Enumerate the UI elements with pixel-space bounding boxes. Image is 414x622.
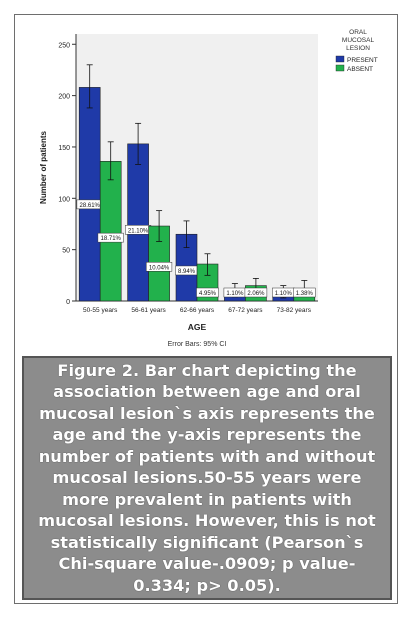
- data-label-box: [97, 232, 124, 243]
- y-tick-label: 0: [66, 299, 70, 306]
- y-axis-label: Number of patients: [39, 131, 48, 204]
- data-label: 21.10%: [128, 228, 149, 234]
- legend-swatch-absent: [335, 64, 345, 72]
- data-label: 1.10%: [275, 291, 293, 297]
- legend-label-absent: ABSENT: [347, 66, 373, 73]
- legend-title: MUCOSAL: [342, 37, 375, 44]
- x-tick-label: 73-82 years: [277, 307, 312, 314]
- data-label: 28.61%: [80, 203, 101, 209]
- x-tick-label: 50-55 years: [83, 307, 118, 314]
- chart-panel: 0 50 100 150 200 250 Number of patients 28.61% 1…: [18, 18, 394, 352]
- y-tick-label: 250: [58, 42, 70, 49]
- bar-chart: 0 50 100 150 200 250 Number of patients 28.61% 1…: [39, 29, 378, 348]
- chart-footnote: Error Bars: 95% CI: [168, 341, 227, 348]
- figure-caption-box: Figure 2. Bar chart depicting the associ…: [22, 356, 392, 600]
- y-tick-label: 50: [62, 248, 70, 255]
- data-label: 4.95%: [199, 291, 217, 297]
- data-label: 1.10%: [226, 291, 244, 297]
- y-tick-label: 150: [58, 145, 70, 152]
- figure-caption: Figure 2. Bar chart depicting the associ…: [38, 360, 376, 595]
- data-label: 18.71%: [101, 236, 122, 242]
- bar-absent: [99, 161, 122, 302]
- y-tick-label: 100: [58, 196, 70, 203]
- data-label-box: [146, 262, 173, 272]
- data-label-box: [293, 287, 316, 298]
- y-tick-label: 200: [58, 94, 70, 101]
- x-tick-label: 56-61 years: [131, 307, 166, 314]
- data-label: 2.06%: [247, 291, 265, 297]
- data-label: 10.04%: [149, 265, 170, 271]
- x-tick-label: 67-72 years: [228, 307, 263, 314]
- bar-present: [78, 87, 101, 302]
- data-label-box: [196, 287, 219, 298]
- legend-title: ORAL: [349, 29, 367, 36]
- bar-present: [127, 143, 149, 302]
- x-tick-label: 62-66 years: [180, 307, 215, 314]
- data-label: 8.94%: [178, 269, 196, 275]
- legend-label-present: PRESENT: [347, 57, 378, 64]
- data-label-box: [244, 287, 268, 298]
- legend-swatch-present: [335, 55, 345, 63]
- x-axis-label: AGE: [188, 322, 207, 332]
- legend-title: LESION: [346, 45, 370, 52]
- data-label: 1.38%: [296, 291, 314, 297]
